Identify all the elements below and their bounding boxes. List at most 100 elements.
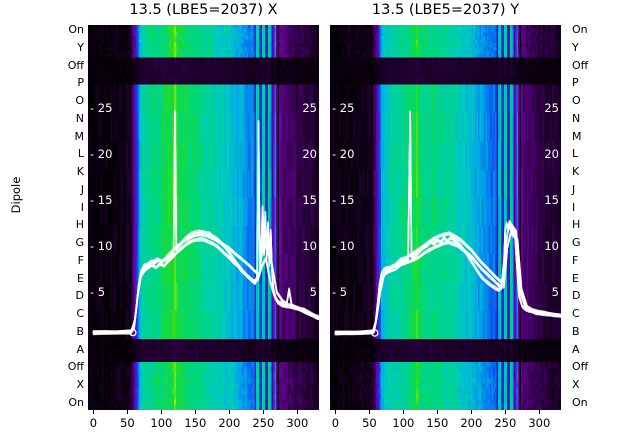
inner-ytick-20: - 20 — [90, 146, 113, 161]
xtick-label-0: 0 — [89, 416, 98, 430]
xtick-label-50: 50 — [120, 416, 135, 430]
xtick-label-200: 200 — [218, 416, 241, 430]
category-label-h-11: H — [572, 218, 581, 232]
heatmap-image-x — [88, 25, 319, 410]
heatmap-panel-x[interactable]: - 25 - 20 - 15 - 10 - 5 25 20 15 10 5 — [88, 25, 319, 410]
panel-title-y: 13.5 (LBE5=2037) Y — [371, 2, 520, 18]
inner-ytick-15: - 15 — [332, 192, 355, 207]
category-label-j-9: J — [80, 182, 84, 196]
inner-ytick-mirror-25: 25 — [544, 100, 559, 115]
trace-overlay-y — [330, 25, 561, 410]
inner-ytick-10: - 10 — [332, 238, 355, 253]
inner-ytick-mirror-15: 15 — [544, 192, 559, 207]
xtick-label-0: 0 — [331, 416, 340, 430]
inner-ytick-20: - 20 — [332, 146, 355, 161]
category-label-on-21: On — [68, 396, 84, 409]
inner-ytick-labels-y: - 25 - 20 - 15 - 10 - 5 25 20 15 10 5 — [330, 25, 561, 410]
xtick-label-250: 250 — [494, 416, 517, 430]
category-label-e-14: E — [572, 271, 579, 285]
xtick-mark-250 — [505, 410, 507, 414]
inner-ytick-mirror-5: 5 — [309, 284, 317, 299]
category-label-i-10: I — [80, 200, 84, 214]
xtick-mark-50 — [127, 410, 129, 414]
heatmap-image-y — [330, 25, 561, 410]
inner-ytick-mirror-20: 20 — [544, 146, 559, 161]
category-label-on-21: On — [572, 396, 588, 409]
xtick-label-150: 150 — [426, 416, 449, 430]
category-label-off-19: Off — [67, 360, 84, 374]
xtick-mark-250 — [263, 410, 265, 414]
category-label-k-8: K — [572, 165, 580, 179]
inner-ytick-mirror-15: 15 — [302, 192, 317, 207]
inner-ytick-15: - 15 — [90, 192, 113, 207]
xtick-mark-100 — [161, 410, 163, 414]
category-axis-right: On Y Off P O N M L K J I H G F E D C B A Off X On — [566, 24, 600, 410]
xtick-label-100: 100 — [150, 416, 173, 430]
category-label-g-12: G — [572, 236, 581, 250]
category-label-x-20: X — [76, 378, 84, 392]
category-label-c-16: C — [76, 307, 84, 321]
category-axis-left: On Y Off P O N M L K J I H G F E D C B A Off X On — [50, 23, 85, 410]
category-label-l-7: L — [572, 147, 579, 161]
inner-ytick-25: - 25 — [332, 100, 355, 115]
category-label-i-10: I — [572, 200, 576, 214]
category-label-c-16: C — [572, 307, 580, 321]
inner-ytick-mirror-20: 20 — [302, 146, 317, 161]
category-label-n-5: N — [75, 111, 84, 125]
xtick-label-300: 300 — [528, 416, 551, 430]
category-label-b-17: B — [76, 324, 84, 338]
category-label-o-4: O — [75, 94, 84, 108]
xtick-label-200: 200 — [460, 416, 483, 430]
category-label-on-0: On — [68, 23, 84, 36]
category-label-e-14: E — [77, 271, 84, 285]
category-label-f-13: F — [572, 253, 579, 267]
xtick-mark-150 — [195, 410, 197, 414]
category-label-p-3: P — [77, 76, 84, 90]
xtick-label-150: 150 — [184, 416, 207, 430]
category-label-y-1: Y — [572, 40, 579, 54]
category-label-l-7: L — [77, 147, 84, 161]
xtick-label-100: 100 — [392, 416, 415, 430]
inner-ytick-5: - 5 — [332, 284, 348, 299]
category-label-m-6: M — [74, 129, 85, 143]
inner-ytick-mirror-25: 25 — [302, 100, 317, 115]
xtick-mark-300 — [297, 410, 299, 414]
category-label-j-9: J — [572, 182, 576, 196]
inner-ytick-mirror-10: 10 — [302, 238, 317, 253]
xtick-mark-0 — [93, 410, 95, 414]
xtick-mark-300 — [539, 410, 541, 414]
xtick-mark-50 — [369, 410, 371, 414]
xtick-label-250: 250 — [252, 416, 275, 430]
x-axis-left: 0 50 100 150 200 250 300 — [88, 410, 319, 438]
category-label-h-11: H — [75, 218, 84, 232]
inner-ytick-mirror-5: 5 — [551, 284, 559, 299]
category-label-n-5: N — [572, 111, 581, 125]
inner-ytick-labels-x: - 25 - 20 - 15 - 10 - 5 25 20 15 10 5 — [88, 25, 319, 410]
x-axis-right: 0 50 100 150 200 250 300 — [330, 410, 561, 438]
panel-title-x: 13.5 (LBE5=2037) X — [129, 2, 278, 18]
category-label-x-20: X — [572, 378, 580, 392]
category-label-b-17: B — [572, 324, 580, 338]
xtick-label-50: 50 — [362, 416, 377, 430]
category-label-on-0: On — [572, 23, 588, 36]
xtick-label-300: 300 — [286, 416, 309, 430]
category-label-a-18: A — [76, 342, 84, 356]
xtick-mark-200 — [229, 410, 231, 414]
category-label-p-3: P — [572, 76, 579, 90]
category-label-f-13: F — [77, 253, 84, 267]
category-label-k-8: K — [76, 165, 84, 179]
y-axis-label-dipole: Dipole — [9, 176, 23, 214]
category-label-d-15: D — [75, 289, 84, 303]
category-label-off-19: Off — [572, 360, 589, 374]
category-label-off-2: Off — [67, 58, 84, 72]
category-label-y-1: Y — [77, 40, 84, 54]
category-label-off-2: Off — [572, 58, 589, 72]
heatmap-panel-y[interactable]: - 25 - 20 - 15 - 10 - 5 25 20 15 10 5 — [330, 25, 561, 410]
xtick-mark-100 — [403, 410, 405, 414]
category-label-o-4: O — [572, 94, 581, 108]
category-label-a-18: A — [572, 342, 580, 356]
category-label-g-12: G — [75, 236, 84, 250]
trace-overlay-x — [88, 25, 319, 410]
xtick-mark-0 — [335, 410, 337, 414]
